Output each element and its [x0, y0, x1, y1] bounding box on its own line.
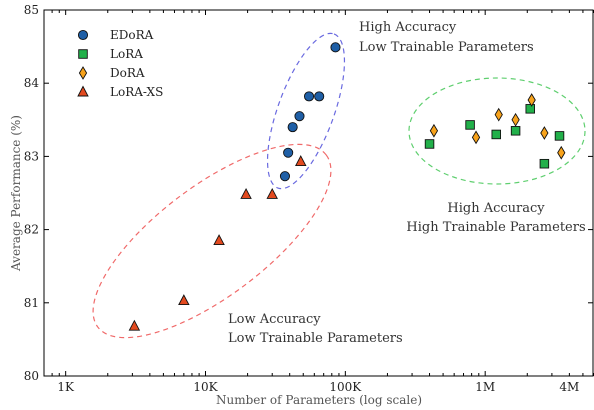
point-edora	[283, 147, 294, 158]
point-lora-xs	[213, 234, 225, 246]
point-lora	[510, 126, 521, 136]
x-tick-label: 1M	[475, 380, 495, 394]
ellipse-low-acc-low-params	[92, 143, 332, 339]
legend-label-lora-xs: LoRA-XS	[110, 85, 163, 99]
ellipse-high-acc-high-params	[408, 77, 586, 185]
point-edora	[279, 171, 291, 182]
annotation-high-acc-low-params-line2: Low Trainable Parameters	[359, 40, 534, 55]
annotation-low-acc-low-params-line1: Low Accuracy	[228, 312, 321, 327]
y-tick-label: 83	[24, 149, 39, 163]
y-tick-label: 82	[24, 223, 39, 237]
point-dora	[540, 126, 549, 140]
annotation-high-acc-low-params-line1: High Accuracy	[359, 20, 457, 35]
x-tick-label: 10K	[193, 380, 218, 394]
legend-marker-dora	[78, 66, 88, 80]
legend-marker-lora	[78, 49, 88, 59]
point-lora	[539, 158, 550, 169]
x-tick-label: 4M	[559, 380, 579, 394]
y-tick-label: 81	[24, 296, 39, 310]
legend-label-lora: LoRA	[110, 47, 143, 61]
point-lora-xs	[178, 294, 190, 306]
point-edora	[287, 122, 298, 133]
point-edora	[314, 91, 325, 102]
legend-marker-edora	[77, 29, 89, 41]
point-edora	[294, 111, 305, 122]
point-lora-xs	[266, 187, 278, 199]
axes: 80 81 82 83 84 85 1K 10K 100K 1M 4M	[24, 3, 594, 394]
annotation-high-acc-high-params-line1: High Accuracy	[447, 201, 545, 216]
legend: EDoRA LoRA DoRA LoRA-XS	[77, 28, 163, 99]
point-lora	[525, 104, 535, 114]
point-lora-xs	[128, 319, 141, 331]
point-edora	[303, 91, 315, 102]
point-edora	[330, 42, 341, 53]
point-lora-xs	[240, 187, 252, 199]
annotation-high-acc-high-params-line2: High Trainable Parameters	[406, 220, 585, 235]
point-dora	[429, 123, 439, 138]
legend-label-edora: EDoRA	[110, 28, 154, 42]
y-tick-label: 85	[24, 3, 39, 17]
y-axis-label: Average Performance (%)	[9, 115, 23, 272]
point-lora	[491, 129, 502, 140]
plot-frame	[43, 9, 594, 377]
x-axis-label: Number of Parameters (log scale)	[216, 393, 422, 407]
point-dora	[527, 93, 536, 107]
x-tick-label: 100K	[329, 380, 362, 394]
point-lora	[554, 131, 565, 141]
data-marks	[128, 42, 566, 331]
legend-marker-lora-xs	[77, 85, 89, 97]
y-tick-label: 80	[24, 369, 39, 383]
point-dora	[557, 145, 566, 160]
point-lora-xs	[295, 155, 307, 166]
x-tick-label: 1K	[57, 380, 75, 394]
y-tick-label: 84	[24, 76, 40, 90]
ellipse-high-acc-low-params	[266, 32, 346, 190]
point-lora	[465, 120, 475, 130]
point-dora	[511, 112, 520, 127]
point-dora	[494, 107, 503, 122]
annotation-low-acc-low-params-line2: Low Trainable Parameters	[228, 331, 403, 346]
point-lora	[424, 139, 435, 149]
legend-label-dora: DoRA	[110, 66, 145, 80]
point-dora	[471, 130, 481, 145]
